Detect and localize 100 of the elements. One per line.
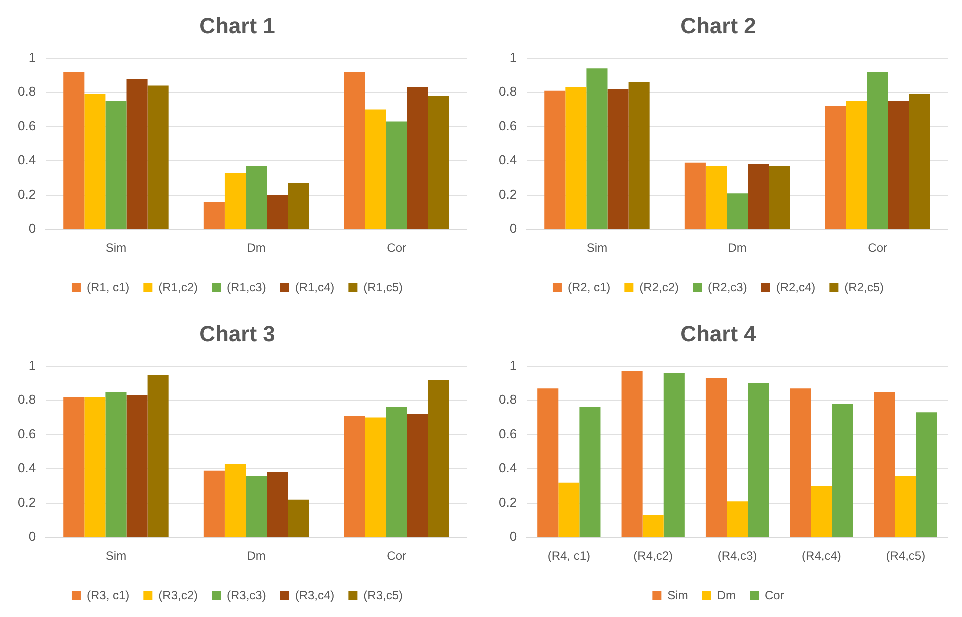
bar: [825, 106, 846, 230]
legend-label: (R2, c1): [568, 280, 611, 294]
bar: [267, 195, 288, 230]
bar: [684, 162, 706, 230]
legend-label: (R1,c4): [295, 280, 335, 294]
bar: [365, 418, 386, 538]
bar: [126, 396, 148, 538]
legend-label: (R1,c3): [226, 280, 266, 294]
bar: [916, 412, 938, 538]
bar: [769, 166, 790, 230]
y-tick-label: 0.8: [498, 84, 518, 100]
bar: [558, 482, 580, 538]
x-tick-label: (R4, c1): [548, 549, 591, 564]
bar: [84, 94, 106, 230]
legend-label: (R2,c5): [844, 280, 884, 294]
y-tick-label: 0.6: [18, 118, 36, 134]
y-tick-label: 1: [28, 358, 36, 373]
bar: [706, 378, 728, 538]
legend-label: (R3,c3): [226, 588, 266, 602]
bar: [365, 110, 386, 230]
bar: [706, 166, 728, 230]
y-tick-label: 0: [28, 221, 36, 236]
y-tick-label: 0.2: [18, 494, 36, 510]
bar: [224, 173, 246, 230]
x-tick-label: (R4,c5): [886, 549, 926, 564]
bar: [748, 164, 770, 230]
legend-label: (R1,c5): [364, 280, 404, 294]
x-tick-label: (R4,c3): [718, 549, 758, 564]
y-tick-label: 1: [28, 50, 36, 65]
bar: [895, 476, 916, 538]
bar: [84, 397, 106, 538]
y-tick-label: 0: [510, 529, 518, 544]
bar: [867, 72, 888, 230]
y-tick-label: 0.8: [18, 392, 36, 408]
bar: [246, 166, 268, 230]
legend-label: (R2,c3): [708, 280, 748, 294]
bar: [790, 388, 812, 538]
x-tick-label: Cor: [387, 241, 407, 256]
x-tick-label: Cor: [868, 241, 888, 256]
bar: [727, 502, 748, 538]
chart-title: Chart 4: [680, 321, 758, 346]
chart-title: Chart 2: [680, 13, 756, 38]
bar: [832, 404, 854, 538]
bar: [148, 374, 169, 538]
y-tick-label: 0.8: [498, 392, 518, 408]
bar: [106, 101, 127, 230]
y-tick-label: 0.2: [498, 494, 518, 510]
y-tick-label: 0: [28, 529, 36, 544]
x-tick-label: Sim: [106, 241, 127, 256]
bar: [407, 88, 428, 230]
bar: [224, 464, 246, 538]
y-tick-label: 0.6: [498, 426, 518, 442]
bar: [288, 183, 310, 230]
legend-label: (R1,c2): [158, 280, 198, 294]
y-tick-label: 0.6: [498, 118, 518, 134]
chart-title: Chart 3: [200, 321, 276, 346]
legend-label: (R2,c4): [776, 280, 816, 294]
bar: [642, 515, 664, 538]
legend-label: (R3, c1): [86, 588, 130, 602]
x-tick-label: Dm: [247, 549, 266, 564]
y-tick-label: 0.4: [498, 460, 518, 476]
bar: [106, 392, 127, 538]
bar: [204, 202, 225, 230]
x-tick-label: Cor: [387, 549, 407, 564]
bar: [344, 416, 366, 538]
y-tick-label: 0.2: [498, 186, 518, 202]
bar: [580, 407, 601, 538]
x-tick-label: Sim: [106, 549, 127, 564]
legend-label: (R3,c4): [295, 588, 335, 602]
bar: [909, 94, 930, 230]
chart-title: Chart 1: [200, 13, 276, 38]
bar: [727, 194, 748, 230]
bar: [874, 392, 896, 538]
x-tick-label: (R4,c4): [802, 549, 842, 564]
bar: [628, 82, 650, 230]
legend-label: Cor: [764, 588, 784, 602]
bar: [664, 373, 685, 538]
bar: [267, 472, 288, 538]
bar: [811, 486, 832, 538]
bar: [148, 86, 169, 230]
x-tick-label: Dm: [728, 241, 747, 256]
bar: [586, 68, 608, 230]
y-tick-label: 0.4: [18, 460, 36, 476]
y-tick-label: 1: [510, 50, 518, 65]
y-tick-label: 1: [510, 358, 518, 373]
x-tick-label: (R4,c2): [634, 549, 674, 564]
bar: [846, 101, 868, 230]
bar: [544, 90, 566, 230]
bar: [608, 89, 629, 230]
y-tick-label: 0: [510, 221, 518, 236]
bar: [386, 122, 408, 230]
bar: [407, 414, 428, 538]
y-tick-label: 0.6: [18, 426, 36, 442]
bar: [428, 380, 450, 538]
x-tick-label: Sim: [586, 241, 608, 256]
bar: [126, 78, 148, 230]
x-tick-label: Dm: [247, 241, 266, 256]
legend-label: Dm: [717, 588, 736, 602]
bar: [538, 388, 559, 538]
bar: [64, 397, 85, 538]
